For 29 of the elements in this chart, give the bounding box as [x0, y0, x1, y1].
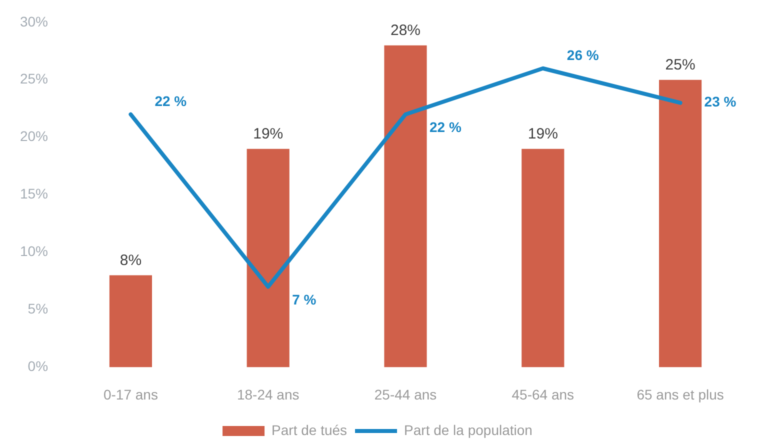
y-tick-label: 10% — [20, 243, 48, 260]
data-label: 7 % — [292, 292, 317, 308]
y-tick-label: 30% — [20, 13, 48, 30]
data-label: 8% — [120, 252, 142, 269]
y-tick-label: 20% — [20, 128, 48, 144]
bar — [659, 80, 702, 368]
data-label: 25% — [665, 56, 696, 74]
x-tick-label: 0-17 ans — [103, 386, 158, 402]
data-label: 28% — [390, 22, 421, 40]
y-tick-label: 0% — [28, 358, 48, 374]
data-label: 19% — [253, 125, 284, 142]
legend-label: Part de tués — [272, 422, 348, 438]
bar — [384, 45, 427, 368]
data-label: 23 % — [704, 94, 737, 110]
y-tick-label: 25% — [20, 70, 48, 87]
legend-label: Part de la population — [404, 422, 532, 438]
data-label: 19% — [528, 125, 558, 142]
x-tick-label: 25-44 ans — [374, 386, 437, 402]
bar — [246, 148, 290, 368]
bar — [522, 148, 564, 368]
x-tick-label: 45-64 ans — [512, 386, 574, 402]
data-label: 26 % — [566, 47, 600, 64]
data-label: 22 % — [154, 93, 188, 110]
y-tick-label: 5% — [28, 300, 48, 317]
bar — [109, 275, 152, 368]
data-label: 22 % — [430, 119, 462, 136]
x-tick-label: 65 ans et plus — [636, 386, 724, 402]
y-tick-label: 15% — [20, 186, 48, 202]
x-tick-label: 18-24 ans — [236, 386, 300, 402]
